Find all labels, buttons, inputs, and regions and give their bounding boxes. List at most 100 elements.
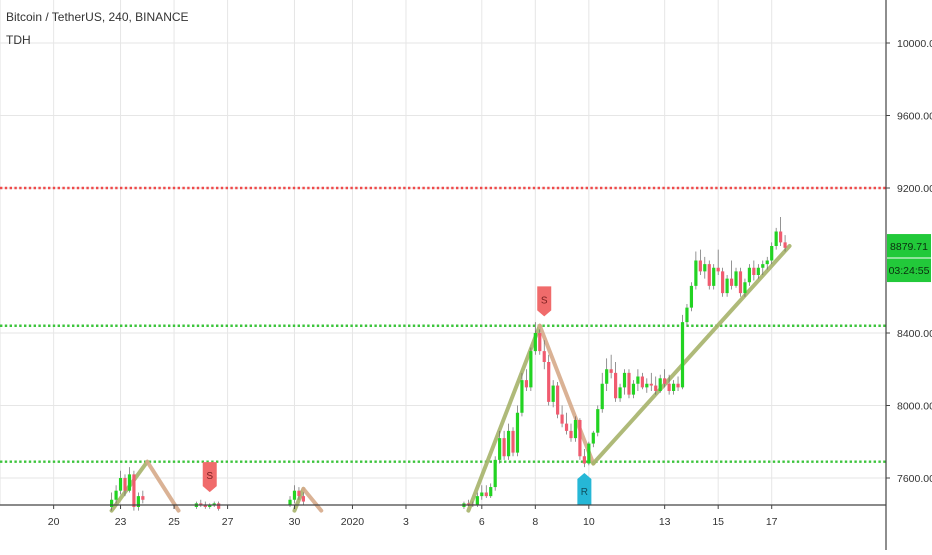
candle-body bbox=[694, 260, 698, 286]
candle-body bbox=[587, 443, 591, 464]
candle-body bbox=[779, 231, 783, 243]
candle bbox=[484, 485, 488, 498]
candle bbox=[212, 501, 216, 507]
candle bbox=[770, 242, 774, 265]
candle-body bbox=[127, 474, 132, 491]
candle bbox=[716, 249, 720, 275]
marker-shape bbox=[577, 472, 592, 505]
candle-body bbox=[498, 438, 502, 460]
zigzag-segment bbox=[145, 459, 181, 513]
candle bbox=[712, 264, 716, 290]
candle bbox=[729, 260, 734, 290]
candle bbox=[587, 441, 591, 466]
candle-body bbox=[114, 490, 118, 500]
candle-body bbox=[640, 376, 644, 388]
candle-body bbox=[493, 459, 497, 488]
marker-label: S bbox=[541, 295, 548, 306]
candle-body bbox=[551, 385, 555, 402]
candle bbox=[573, 416, 578, 442]
candle bbox=[301, 492, 305, 506]
last-price-value: 8879.71 bbox=[890, 241, 928, 253]
candle bbox=[694, 251, 698, 290]
bar-countdown: 03:24:55 bbox=[889, 265, 930, 277]
x-tick-label: 25 bbox=[168, 516, 180, 528]
candle-body bbox=[475, 496, 479, 506]
x-tick-label: 8 bbox=[532, 516, 538, 528]
candle bbox=[774, 227, 778, 250]
candle-body bbox=[658, 378, 662, 391]
candle-body bbox=[783, 242, 787, 248]
candle-body bbox=[770, 246, 774, 261]
candle bbox=[671, 380, 676, 395]
candle bbox=[480, 485, 484, 500]
x-axis[interactable]: 20 23 25 27 30 2020 3 6 8 10 13 15 17 bbox=[48, 505, 778, 528]
candle-body bbox=[524, 380, 528, 388]
candle-body bbox=[712, 267, 716, 286]
candle bbox=[707, 260, 711, 290]
candle bbox=[627, 369, 631, 399]
candle bbox=[738, 267, 743, 297]
x-tick-label: 23 bbox=[115, 516, 127, 528]
candle-body bbox=[685, 307, 689, 323]
candle bbox=[132, 470, 136, 511]
y-tick-label: 7600.00 bbox=[897, 473, 932, 485]
candle-body bbox=[506, 430, 511, 457]
candle bbox=[208, 503, 212, 509]
candle-body bbox=[765, 260, 769, 265]
candle bbox=[618, 383, 622, 402]
x-tick-label: 30 bbox=[289, 516, 301, 528]
candle-body bbox=[752, 267, 756, 275]
candle bbox=[631, 380, 636, 399]
candle bbox=[127, 467, 132, 493]
candle-body bbox=[698, 260, 702, 272]
candle-body bbox=[301, 496, 305, 502]
candle bbox=[502, 430, 506, 460]
candle bbox=[622, 369, 627, 395]
candle bbox=[600, 372, 604, 413]
candle-body bbox=[297, 490, 301, 497]
candle-body bbox=[676, 383, 680, 388]
symbol-title[interactable]: Bitcoin / TetherUS, 240, BINANCE bbox=[6, 10, 189, 24]
candle-body bbox=[480, 492, 484, 497]
candle-body bbox=[573, 420, 578, 439]
candle-body bbox=[734, 271, 738, 286]
x-tick-label: 17 bbox=[766, 516, 778, 528]
x-tick-label: 15 bbox=[712, 516, 724, 528]
x-tick-label: 27 bbox=[222, 516, 234, 528]
candle bbox=[645, 378, 649, 393]
candle-body bbox=[743, 282, 747, 294]
candle bbox=[761, 260, 765, 275]
candle-body bbox=[721, 271, 725, 294]
candle-body bbox=[520, 380, 524, 413]
markers-layer: S S R bbox=[202, 286, 592, 505]
candle-body bbox=[556, 385, 560, 415]
candle-body bbox=[627, 372, 631, 395]
price-tags: 8879.71 03:24:55 bbox=[887, 234, 931, 283]
candle bbox=[779, 217, 783, 246]
zigzag-segment bbox=[301, 486, 324, 513]
study-label[interactable]: TDH bbox=[6, 33, 31, 47]
candle bbox=[703, 256, 707, 279]
candle-body bbox=[605, 369, 609, 384]
marker-shape bbox=[537, 286, 552, 317]
x-tick-label: 10 bbox=[583, 516, 595, 528]
candle-body bbox=[596, 409, 600, 433]
candle-body bbox=[511, 430, 515, 453]
candle bbox=[136, 492, 140, 511]
candle bbox=[783, 235, 787, 252]
candle-body bbox=[212, 503, 216, 506]
candle-body bbox=[689, 285, 694, 308]
candle bbox=[524, 369, 528, 391]
candle bbox=[114, 485, 118, 504]
y-tick-label: 9600.00 bbox=[897, 111, 932, 123]
candle-body bbox=[199, 503, 203, 506]
candle-body bbox=[756, 267, 760, 275]
y-axis[interactable]: 7600.00 8000.00 8400.00 9600.00 10000.00 9200… bbox=[886, 38, 932, 485]
candle bbox=[752, 260, 756, 281]
candle bbox=[725, 275, 729, 297]
candle-body bbox=[547, 362, 551, 402]
candle-body bbox=[747, 267, 751, 283]
candle-body bbox=[132, 474, 136, 507]
